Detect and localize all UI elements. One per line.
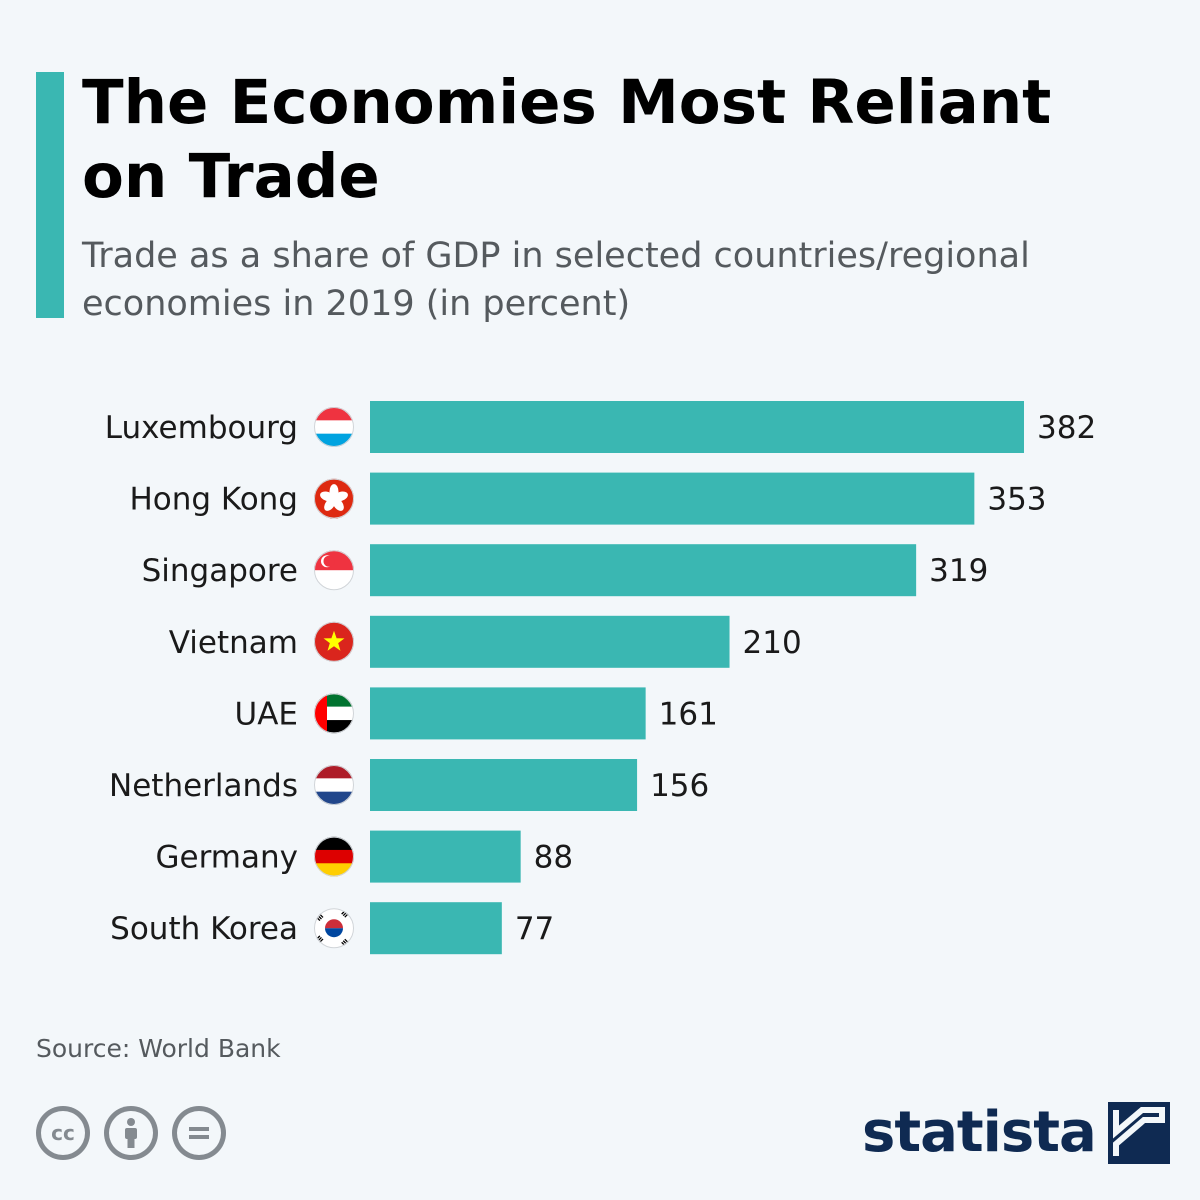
bar-value-label: 319 bbox=[929, 553, 988, 589]
cc-icon-label: cc bbox=[41, 1111, 85, 1155]
bar bbox=[370, 544, 917, 597]
license-icons: cc bbox=[36, 1106, 226, 1160]
bar-value-label: 161 bbox=[659, 696, 718, 732]
bar-value-label: 156 bbox=[650, 768, 709, 804]
category-label: Netherlands bbox=[109, 768, 298, 804]
bar bbox=[370, 615, 730, 668]
uae-flag-icon bbox=[314, 693, 354, 734]
bar bbox=[370, 687, 646, 740]
category-label: Hong Kong bbox=[129, 482, 298, 518]
netherlands-flag-icon bbox=[314, 765, 354, 805]
page-title: The Economies Most Reliant on Trade bbox=[82, 67, 1052, 212]
page-subtitle: Trade as a share of GDP in selected coun… bbox=[82, 236, 1030, 324]
category-label: Vietnam bbox=[169, 625, 298, 661]
bar-value-label: 88 bbox=[534, 840, 573, 876]
bar bbox=[370, 472, 975, 525]
vietnam-flag-icon bbox=[314, 621, 354, 662]
category-label: Germany bbox=[156, 840, 298, 876]
attribution-icon[interactable] bbox=[104, 1106, 158, 1160]
statista-logo-icon bbox=[1107, 1102, 1170, 1164]
bar bbox=[370, 401, 1024, 453]
bar bbox=[370, 830, 521, 883]
singapore-flag-icon bbox=[314, 550, 354, 591]
bar-value-label: 210 bbox=[743, 625, 802, 661]
no-derivatives-icon[interactable] bbox=[172, 1106, 226, 1160]
source-note: Source: World Bank bbox=[36, 1034, 281, 1063]
title-accent-bar bbox=[36, 72, 64, 318]
luxembourg-flag-icon bbox=[314, 407, 354, 447]
category-label: UAE bbox=[235, 696, 298, 732]
bar-value-label: 77 bbox=[515, 911, 554, 947]
germany-flag-icon bbox=[314, 836, 354, 877]
bar bbox=[370, 759, 638, 811]
hong-kong-flag-icon bbox=[314, 478, 354, 519]
bar-chart: Luxembourg 382 Hong Kong 353 Singapore 319 Vie… bbox=[105, 401, 1096, 955]
cc-icon[interactable]: cc bbox=[36, 1106, 90, 1160]
category-label: Luxembourg bbox=[105, 410, 298, 446]
bar-value-label: 382 bbox=[1037, 410, 1096, 446]
statista-logo[interactable]: statista bbox=[862, 1100, 1170, 1166]
statista-wordmark: statista bbox=[862, 1100, 1097, 1165]
category-label: South Korea bbox=[110, 911, 298, 947]
south-korea-flag-icon bbox=[314, 908, 354, 949]
bar-value-label: 353 bbox=[987, 482, 1046, 518]
category-label: Singapore bbox=[142, 553, 298, 589]
bar bbox=[370, 902, 502, 955]
